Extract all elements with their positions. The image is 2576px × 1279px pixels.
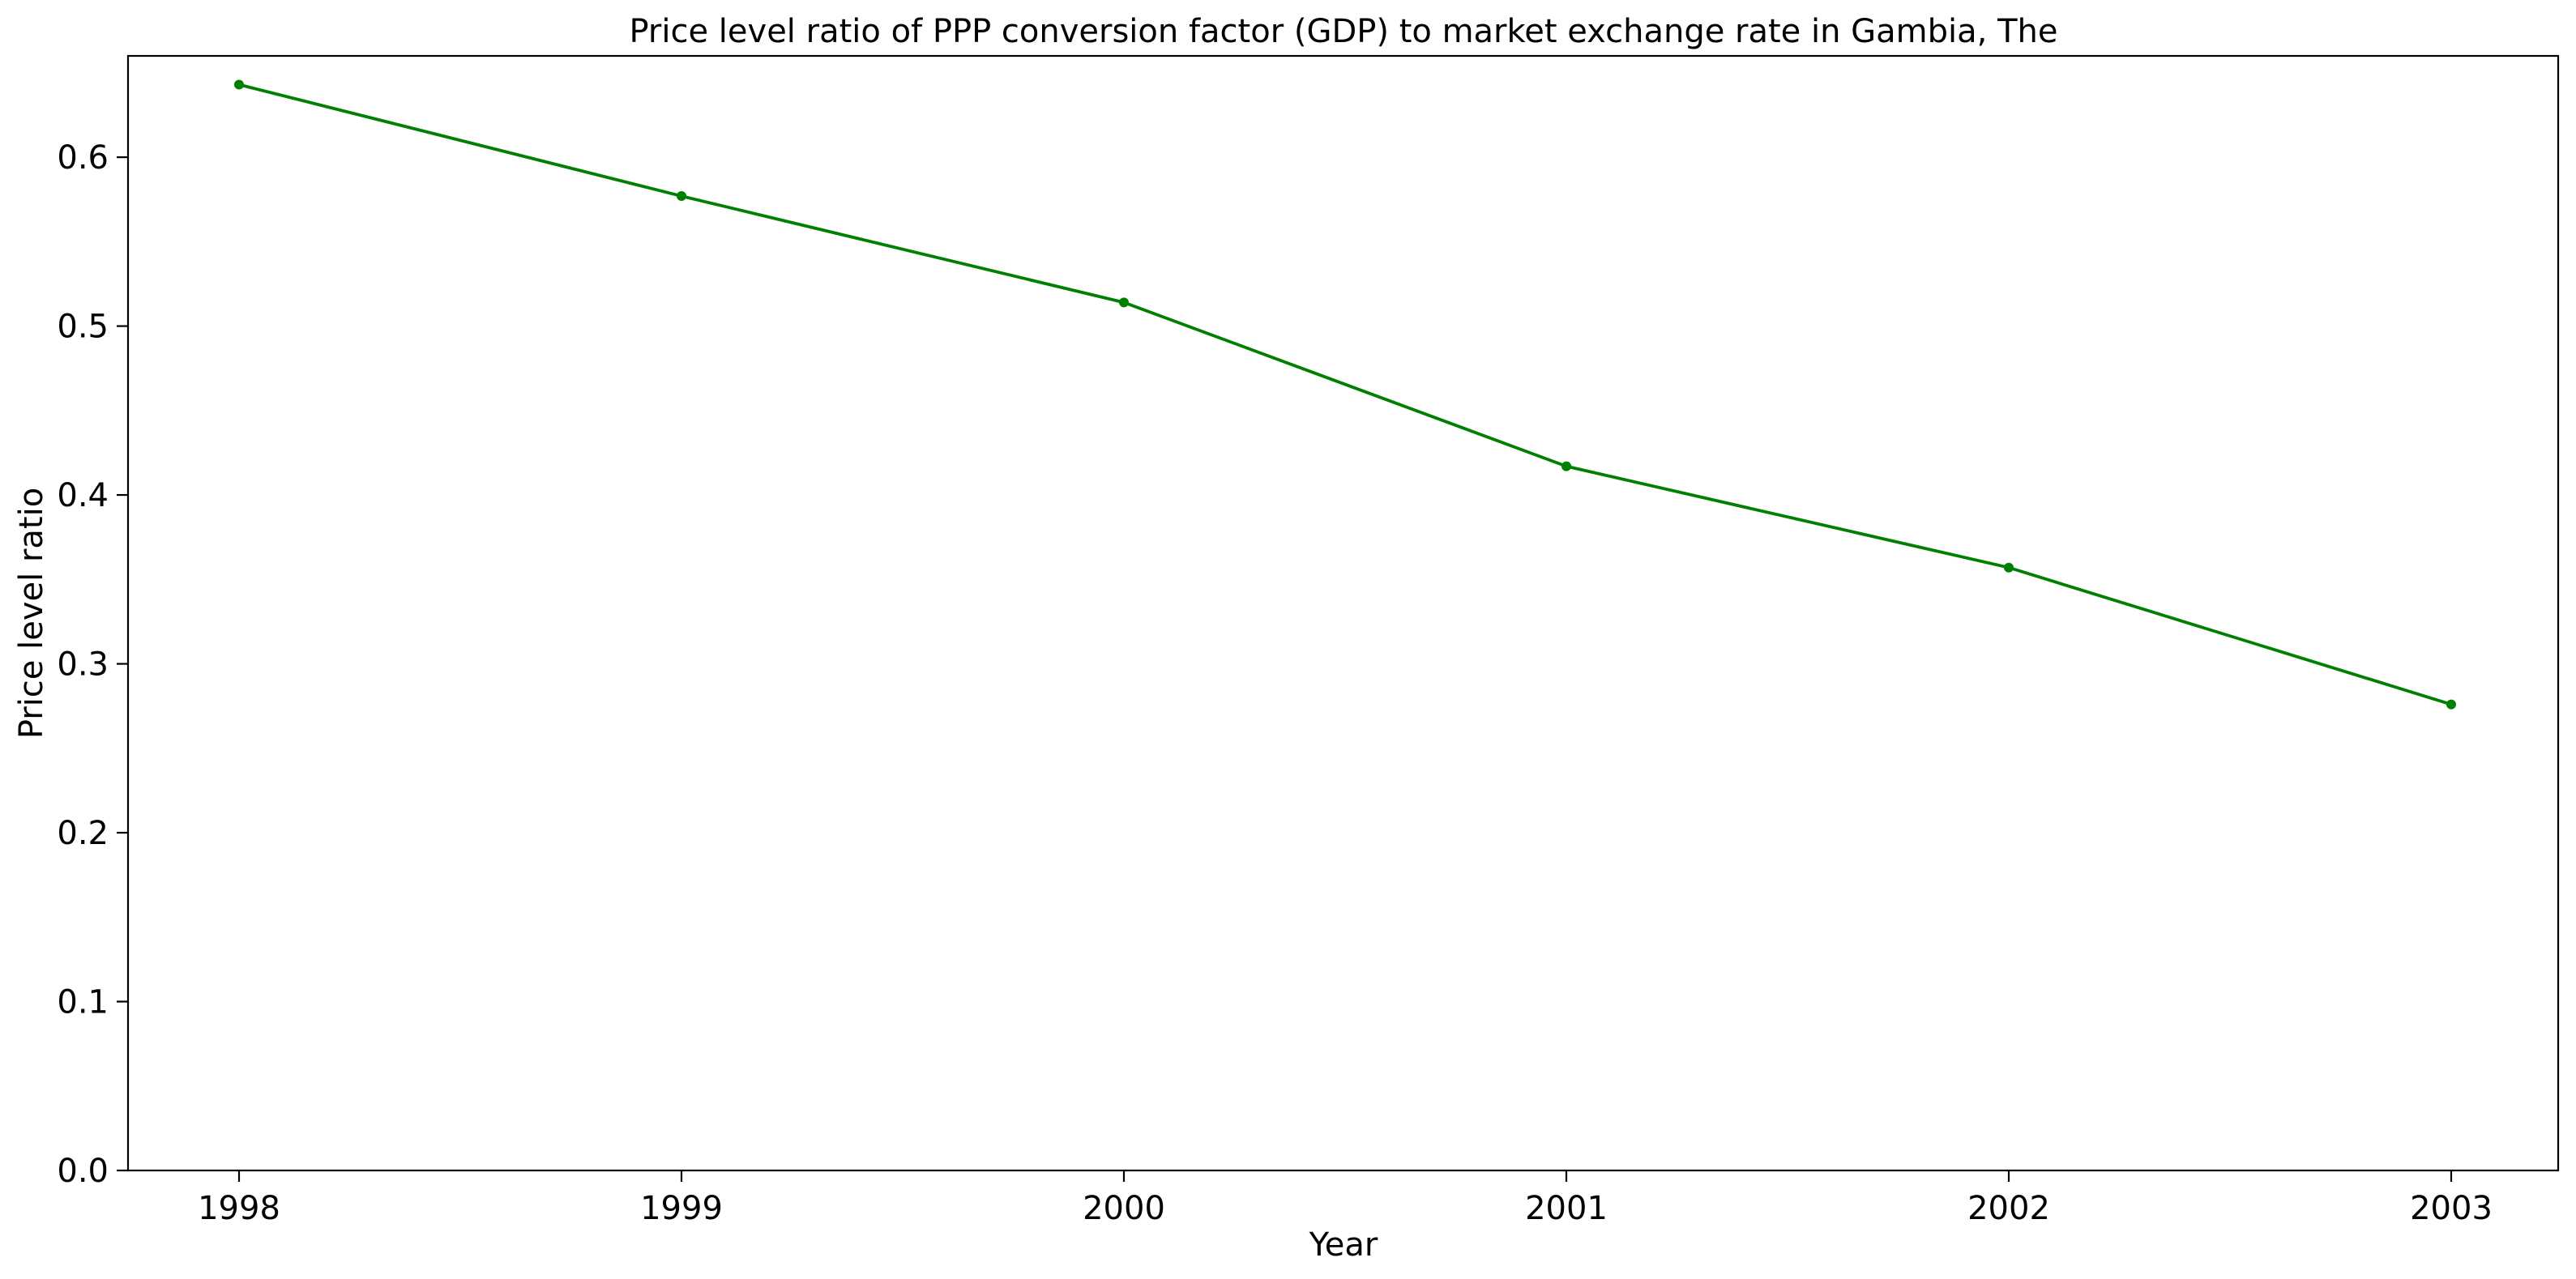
- chart-title: Price level ratio of PPP conversion fact…: [630, 13, 2058, 50]
- data-point: [1119, 297, 1129, 308]
- y-tick-label: 0.2: [57, 815, 109, 852]
- y-axis-label: Price level ratio: [13, 488, 50, 739]
- data-point: [234, 79, 244, 90]
- x-axis: 1998 1999 2000 2001 2002 2003: [198, 1170, 2493, 1227]
- x-axis-label: Year: [1309, 1226, 1378, 1264]
- data-point: [1561, 461, 1571, 471]
- plot-area: [126, 54, 2560, 1172]
- y-tick-label: 0.3: [57, 646, 109, 684]
- y-axis: 0.0 0.1 0.2 0.3 0.4 0.5 0.6: [57, 139, 128, 1190]
- x-tick-label: 2001: [1525, 1190, 1608, 1227]
- data-point: [2446, 699, 2456, 710]
- data-point: [677, 191, 686, 202]
- series-layer: [234, 79, 2456, 710]
- y-tick-label: 0.1: [57, 984, 109, 1021]
- y-tick-label: 0.5: [57, 309, 109, 346]
- y-tick-label: 0.0: [57, 1153, 109, 1190]
- x-tick-label: 1998: [198, 1190, 280, 1227]
- x-tick-label: 2002: [1967, 1190, 2050, 1227]
- series-line: [237, 83, 2454, 706]
- x-tick-label: 2000: [1083, 1190, 1165, 1227]
- x-tick-label: 2003: [2410, 1190, 2493, 1227]
- y-tick-label: 0.4: [57, 477, 109, 514]
- x-tick-label: 1999: [640, 1190, 723, 1227]
- y-tick-label: 0.6: [57, 139, 109, 177]
- data-point: [2004, 562, 2014, 573]
